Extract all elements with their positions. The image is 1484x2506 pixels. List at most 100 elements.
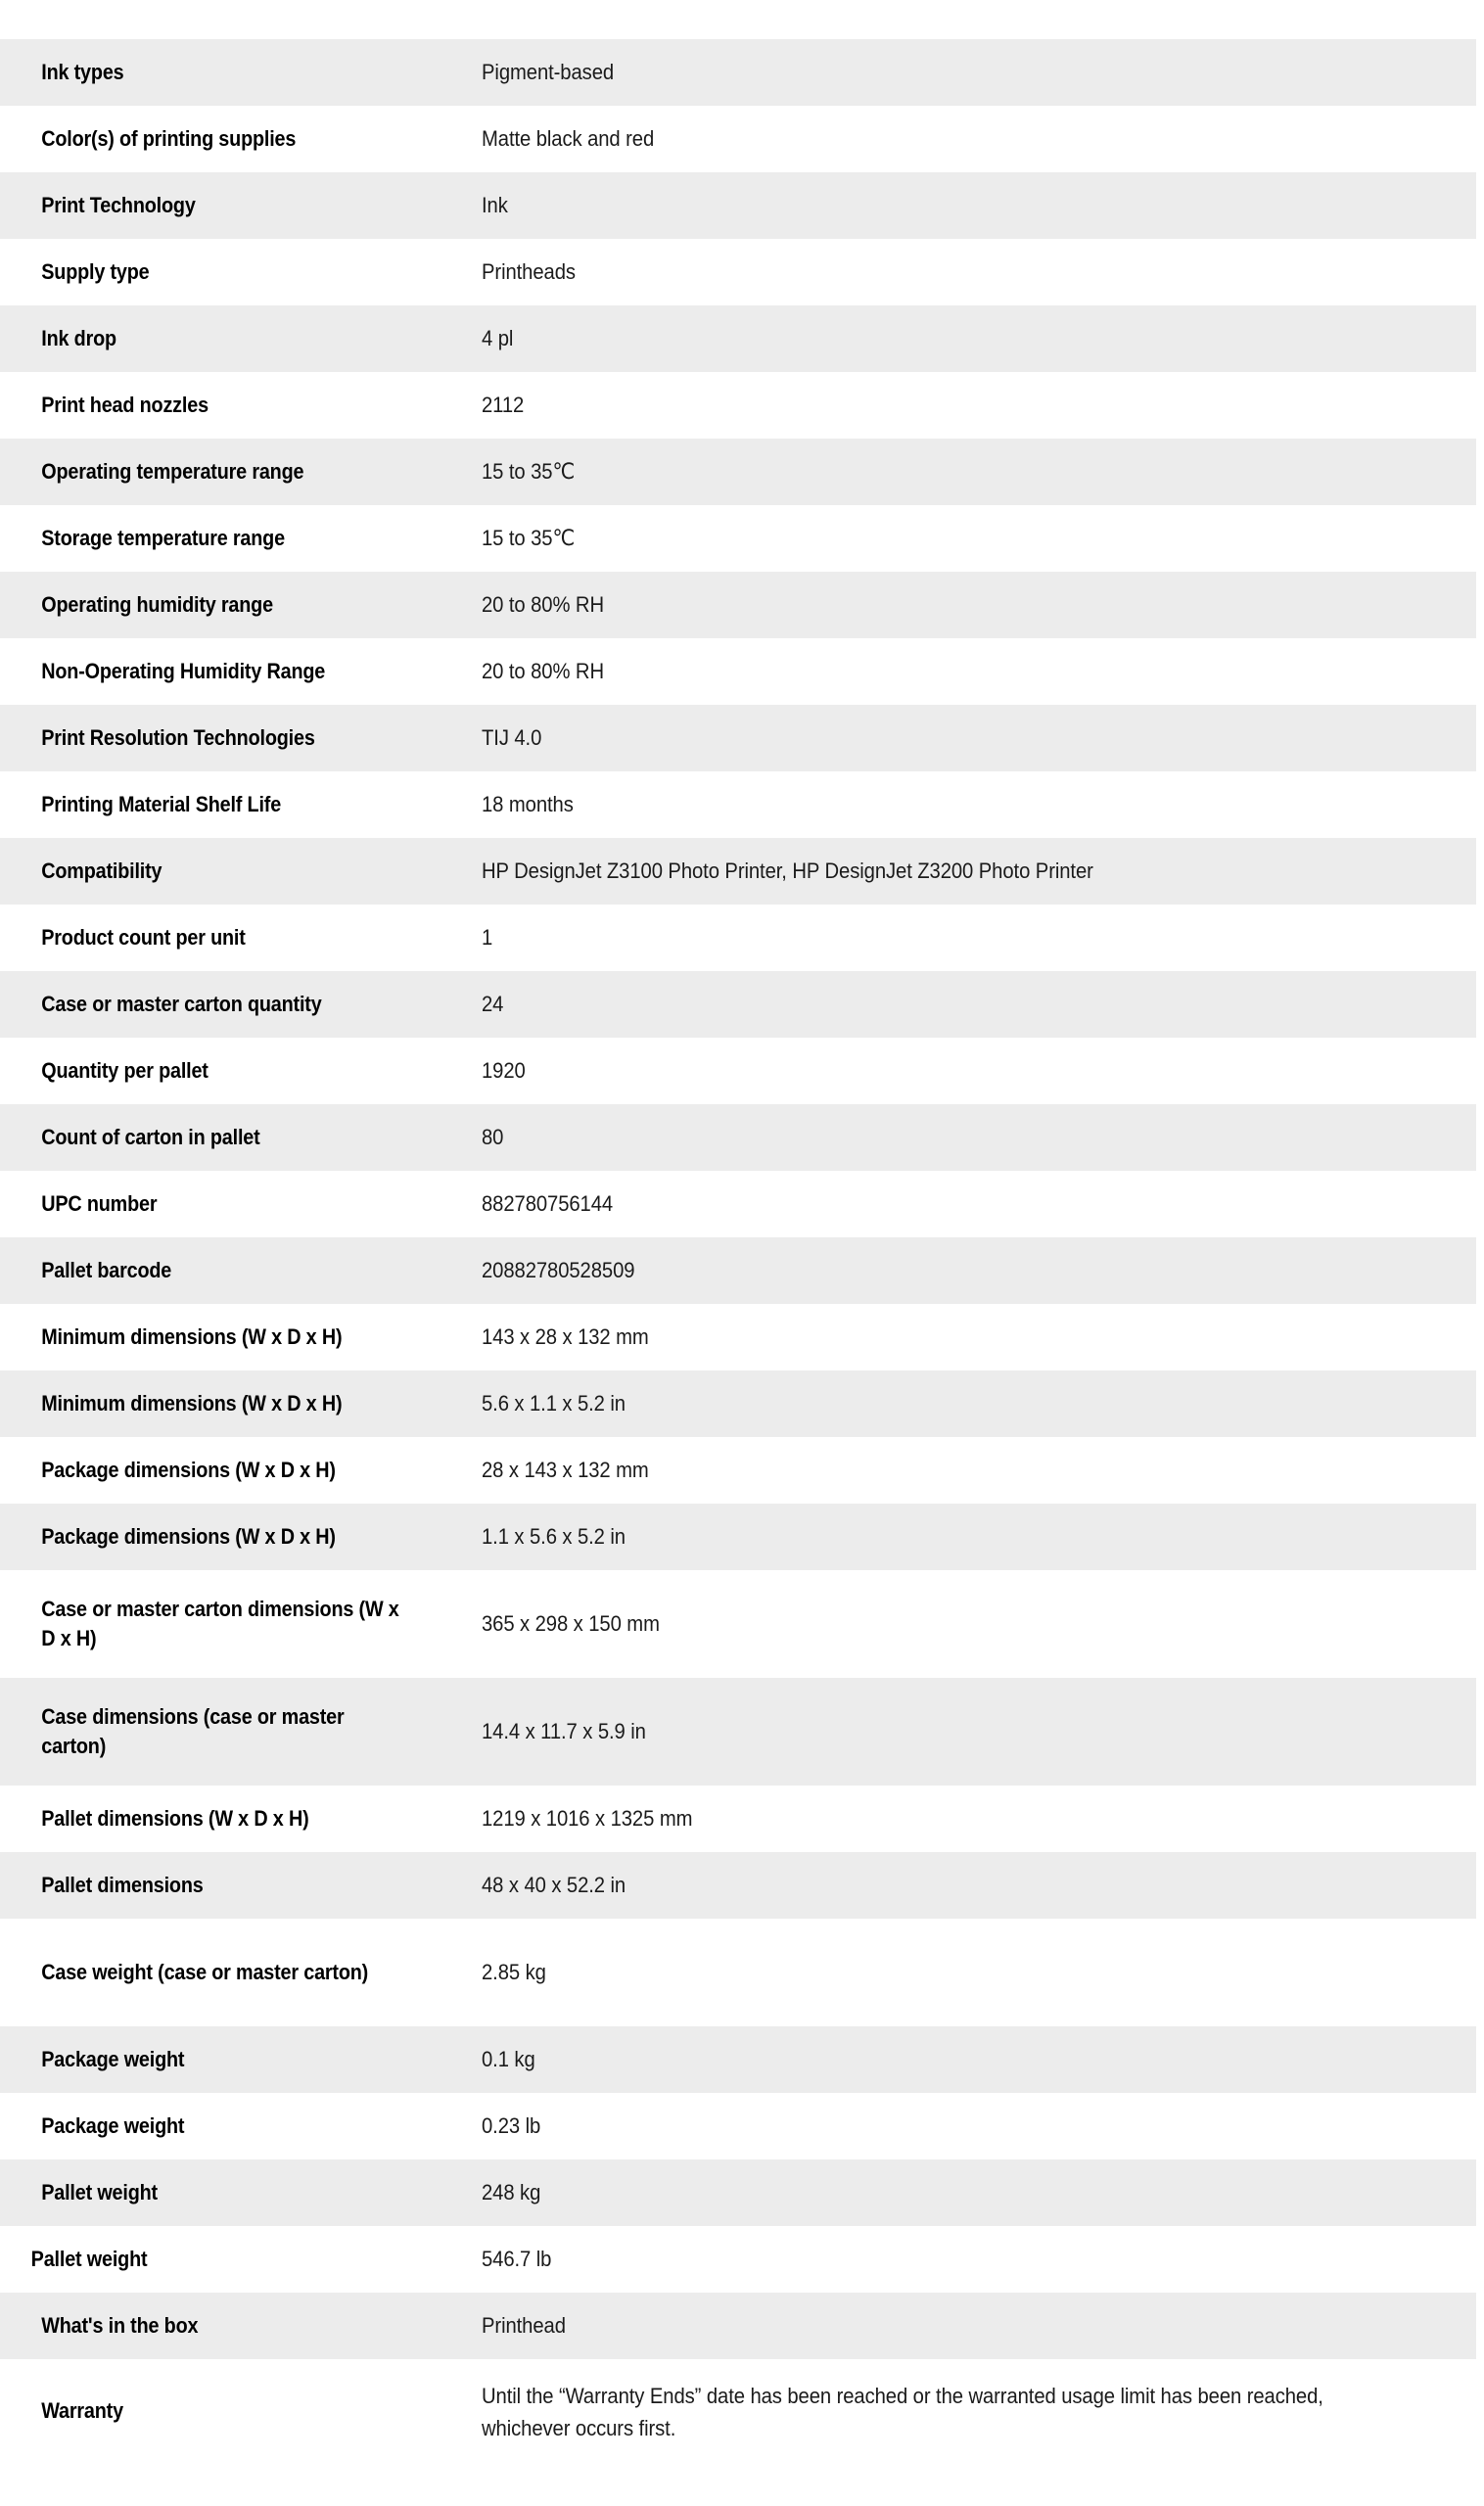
spec-value: Matte black and red	[482, 125, 655, 151]
spec-label: Pallet dimensions (W x D x H)	[41, 1806, 309, 1832]
table-row: Printing Material Shelf Life 18 months	[0, 771, 1476, 838]
spec-value: 2112	[482, 392, 525, 417]
spec-label: Package weight	[41, 2113, 185, 2139]
table-row: Pallet dimensions (W x D x H) 1219 x 1016…	[0, 1786, 1476, 1852]
spec-label: Case or master carton quantity	[41, 992, 322, 1017]
table-row: UPC number 882780756144	[0, 1171, 1476, 1237]
spec-value: 80	[482, 1124, 504, 1149]
spec-value: Until the “Warranty Ends” date has been …	[482, 2384, 1323, 2440]
table-row: Minimum dimensions (W x D x H) 143 x 28 x…	[0, 1304, 1476, 1370]
table-row: Package dimensions (W x D x H) 1.1 x 5.6 …	[0, 1504, 1476, 1570]
spec-label: Product count per unit	[41, 925, 246, 951]
table-row: Pallet weight 546.7 lb	[0, 2226, 1476, 2293]
spec-label: Print Resolution Technologies	[41, 725, 315, 751]
table-row: Non-Operating Humidity Range 20 to 80% RH	[0, 638, 1476, 705]
table-row: Quantity per pallet 1920	[0, 1038, 1476, 1104]
spec-label: Pallet weight	[41, 2180, 158, 2205]
table-row: Product count per unit 1	[0, 905, 1476, 971]
table-row: Package weight 0.23 lb	[0, 2093, 1476, 2159]
spec-value: Printhead	[482, 2312, 566, 2338]
table-row: Storage temperature range 15 to 35℃	[0, 505, 1476, 572]
table-row: Print Technology Ink	[0, 172, 1476, 239]
spec-value: 0.1 kg	[482, 2046, 535, 2071]
spec-label: Supply type	[41, 259, 150, 285]
spec-value: 143 x 28 x 132 mm	[482, 1323, 649, 1349]
table-row: Supply type Printheads	[0, 239, 1476, 305]
spec-value: 1.1 x 5.6 x 5.2 in	[482, 1523, 626, 1549]
spec-value: 14.4 x 11.7 x 5.9 in	[482, 1718, 646, 1743]
spec-label: Case or master carton dimensions (W x D …	[41, 1597, 399, 1650]
spec-value: 0.23 lb	[482, 2112, 541, 2138]
table-row: Operating temperature range 15 to 35℃	[0, 439, 1476, 505]
table-row: Ink drop 4 pl	[0, 305, 1476, 372]
table-row: Pallet barcode 20882780528509	[0, 1237, 1476, 1304]
spec-label: Package weight	[41, 2047, 185, 2072]
spec-value: Pigment-based	[482, 59, 615, 84]
spec-label: Case weight (case or master carton)	[41, 1960, 369, 1985]
spec-label: Minimum dimensions (W x D x H)	[41, 1324, 343, 1350]
table-row: Pallet weight 248 kg	[0, 2159, 1476, 2226]
table-row: Minimum dimensions (W x D x H) 5.6 x 1.1 …	[0, 1370, 1476, 1437]
spec-label: Package dimensions (W x D x H)	[41, 1524, 336, 1550]
spec-value: 15 to 35℃	[482, 525, 576, 550]
spec-label: Color(s) of printing supplies	[41, 126, 297, 152]
spec-label: Operating humidity range	[41, 592, 273, 618]
spec-value: 248 kg	[482, 2179, 541, 2204]
table-row: Case weight (case or master carton) 2.85 …	[0, 1919, 1476, 2026]
table-row: Case dimensions (case or master carton) 1…	[0, 1678, 1476, 1786]
spec-value: Ink	[482, 192, 508, 217]
spec-value: 20 to 80% RH	[482, 591, 605, 617]
specification-table: Ink types Pigment-based Color(s) of printi…	[0, 39, 1476, 2465]
table-row: Compatibility HP DesignJet Z3100 Photo Pr…	[0, 838, 1476, 905]
spec-label: Compatibility	[41, 859, 162, 884]
spec-label: Storage temperature range	[41, 526, 285, 551]
spec-label: Minimum dimensions (W x D x H)	[41, 1391, 343, 1416]
spec-value: 1219 x 1016 x 1325 mm	[482, 1805, 693, 1831]
spec-value: 20 to 80% RH	[482, 658, 605, 683]
spec-value: Printheads	[482, 258, 576, 284]
table-row: Operating humidity range 20 to 80% RH	[0, 572, 1476, 638]
spec-label: UPC number	[41, 1191, 158, 1217]
table-row: Color(s) of printing supplies Matte black…	[0, 106, 1476, 172]
spec-label: What's in the box	[41, 2313, 199, 2339]
table-row: What's in the box Printhead	[0, 2293, 1476, 2359]
spec-value: TIJ 4.0	[482, 724, 542, 750]
table-row: Pallet dimensions 48 x 40 x 52.2 in	[0, 1852, 1476, 1919]
spec-value: 5.6 x 1.1 x 5.2 in	[482, 1390, 626, 1415]
spec-label: Pallet barcode	[41, 1258, 172, 1283]
spec-label: Package dimensions (W x D x H)	[41, 1458, 336, 1483]
spec-label: Print Technology	[41, 193, 196, 218]
table-row: Count of carton in pallet 80	[0, 1104, 1476, 1171]
spec-label: Pallet weight	[30, 2247, 148, 2272]
spec-label: Operating temperature range	[41, 459, 304, 485]
spec-value: 1	[482, 924, 493, 950]
spec-label: Non-Operating Humidity Range	[41, 659, 326, 684]
spec-value: 15 to 35℃	[482, 458, 576, 484]
table-row: Package weight 0.1 kg	[0, 2026, 1476, 2093]
table-row: Warranty Until the “Warranty Ends” date h…	[0, 2359, 1476, 2465]
table-row: Case or master carton quantity 24	[0, 971, 1476, 1038]
spec-value: 546.7 lb	[482, 2246, 552, 2271]
spec-value: 24	[482, 991, 504, 1016]
spec-label: Warranty	[41, 2398, 123, 2423]
table-row: Ink types Pigment-based	[0, 39, 1476, 106]
spec-value: 18 months	[482, 791, 574, 816]
table-row: Print Resolution Technologies TIJ 4.0	[0, 705, 1476, 771]
table-row: Package dimensions (W x D x H) 28 x 143 x…	[0, 1437, 1476, 1504]
spec-label: Printing Material Shelf Life	[41, 792, 282, 817]
spec-value: 882780756144	[482, 1190, 614, 1216]
spec-value: 4 pl	[482, 325, 514, 350]
spec-label: Quantity per pallet	[41, 1058, 209, 1084]
spec-label: Print head nozzles	[41, 393, 209, 418]
spec-label: Case dimensions (case or master carton)	[41, 1704, 345, 1758]
spec-value: 2.85 kg	[482, 1959, 546, 1984]
spec-value: HP DesignJet Z3100 Photo Printer, HP Des…	[482, 858, 1093, 883]
table-row: Case or master carton dimensions (W x D …	[0, 1570, 1476, 1678]
spec-value: 20882780528509	[482, 1257, 635, 1282]
spec-value: 28 x 143 x 132 mm	[482, 1457, 649, 1482]
spec-label: Ink drop	[41, 326, 116, 351]
spec-label: Pallet dimensions	[41, 1873, 204, 1898]
spec-label: Count of carton in pallet	[41, 1125, 260, 1150]
spec-value: 365 x 298 x 150 mm	[482, 1610, 660, 1636]
spec-label: Ink types	[41, 60, 124, 85]
